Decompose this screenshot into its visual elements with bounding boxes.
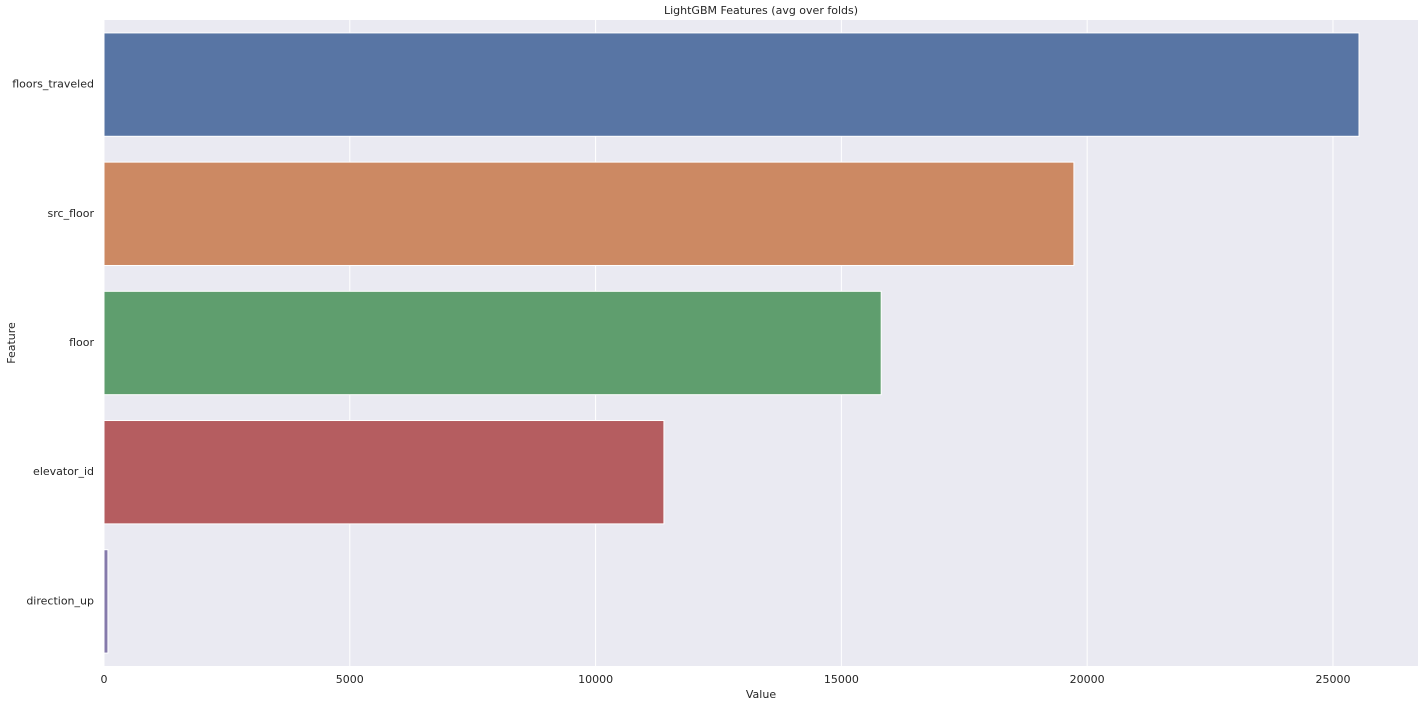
x-tick-label: 20000 [1070, 673, 1105, 686]
y-tick-label: elevator_id [33, 465, 94, 478]
x-tick-label: 25000 [1315, 673, 1350, 686]
y-tick-label: src_floor [48, 207, 95, 220]
x-tick-label: 10000 [578, 673, 613, 686]
y-axis-label: Feature [5, 322, 18, 364]
bar [103, 32, 1360, 137]
y-tick-label: direction_up [26, 594, 94, 607]
x-tick-label: 5000 [336, 673, 364, 686]
bar [103, 420, 665, 525]
bar [103, 161, 1075, 266]
x-axis-label: Value [746, 688, 776, 701]
chart-title: LightGBM Features (avg over folds) [664, 4, 858, 17]
y-tick-label: floor [69, 336, 94, 349]
x-tick-label: 15000 [824, 673, 859, 686]
y-tick-label: floors_traveled [12, 78, 94, 91]
bar [103, 290, 882, 396]
x-tick-label: 0 [101, 673, 108, 686]
bar [103, 549, 109, 654]
